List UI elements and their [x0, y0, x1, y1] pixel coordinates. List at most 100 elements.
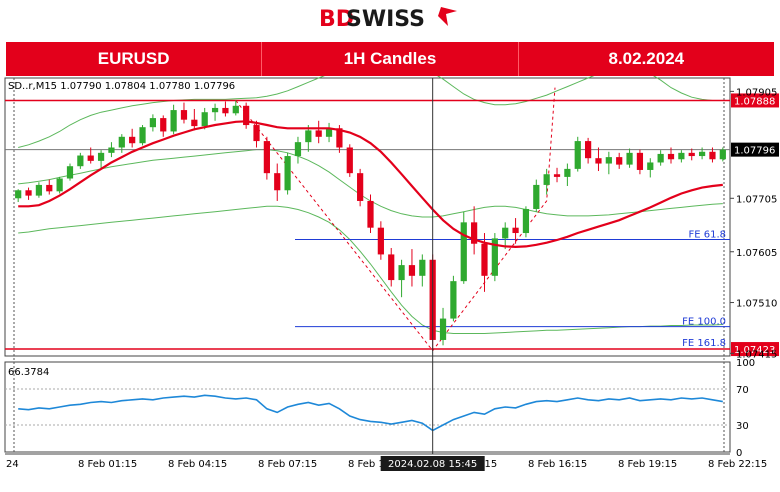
crosshair: 2024.02.08 15:45 [380, 78, 485, 471]
candle [439, 307, 447, 346]
candle-body [56, 178, 63, 192]
price-pane-border [4, 77, 731, 357]
candle-body [512, 227, 519, 234]
candle [180, 102, 188, 124]
candle-body [357, 173, 364, 201]
y-tick-label: 1.07510 [736, 299, 777, 310]
candle [605, 151, 612, 175]
x-tick-label: 8 Feb 07:15 [258, 459, 317, 470]
candle-body [564, 168, 571, 177]
candle-body [388, 254, 395, 281]
x-tick-label: 8 Feb 16:15 [528, 459, 587, 470]
candle [636, 149, 644, 175]
candle-body [46, 184, 53, 192]
candle [108, 142, 115, 158]
candle [377, 221, 384, 260]
candle [678, 150, 685, 163]
candle [129, 128, 136, 148]
fib-level-label: FE 61.8 [688, 229, 726, 240]
candle-body [315, 130, 322, 137]
candle [211, 103, 219, 121]
candle [709, 147, 716, 163]
candle [97, 150, 105, 169]
candle [139, 125, 146, 146]
fib-level-label: FE 100.0 [682, 317, 726, 328]
candle [160, 115, 167, 137]
candle-body [678, 152, 685, 160]
candle-body [201, 112, 208, 127]
candle-body [595, 158, 602, 164]
candle-body [667, 153, 675, 160]
candle [719, 147, 726, 162]
bdswiss-logo: BD SWISS [319, 7, 457, 32]
level-price-tag [731, 93, 779, 108]
candle-body [626, 152, 633, 165]
candle-body [491, 238, 498, 276]
candle-body [408, 265, 416, 276]
candle-body [471, 222, 478, 244]
candle [263, 136, 270, 180]
y-tick-label: 1.07415 [736, 349, 777, 360]
y-tick-label: 1.07905 [736, 87, 777, 98]
horizontal-levels: 1.07888 1.07796 1.07423 [5, 93, 779, 357]
bb-upper-line [18, 76, 723, 148]
rsi-tick-label: 70 [736, 385, 749, 396]
candle [657, 150, 664, 166]
candle [471, 206, 478, 255]
candle [66, 163, 74, 181]
candle-body [139, 127, 146, 144]
fibonacci-expansion: FE 61.8 FE 100.0 FE 161.8 [235, 87, 730, 352]
candle-body [77, 155, 84, 167]
candle [222, 101, 229, 117]
candle [688, 148, 695, 161]
candle-body [346, 147, 353, 174]
candle [367, 194, 374, 234]
candle-body [502, 227, 509, 239]
candle-body [211, 107, 219, 113]
candle [325, 122, 333, 143]
y-tick-label: 1.07605 [736, 248, 777, 259]
candle [419, 254, 426, 287]
candle [626, 148, 633, 168]
candle-body [305, 130, 312, 143]
candle-body [325, 128, 333, 137]
candle [346, 144, 353, 177]
candle [294, 136, 302, 164]
candle-body [336, 128, 343, 148]
candle [77, 152, 84, 169]
candle-body [243, 105, 250, 126]
candle-body [419, 259, 426, 276]
candle [647, 158, 654, 178]
candle [564, 163, 571, 186]
candle-body [377, 227, 384, 255]
candle-body [232, 105, 239, 114]
candle-body [367, 200, 374, 228]
candle-body [129, 136, 136, 144]
candle [191, 109, 198, 131]
rsi-tick-label: 100 [736, 358, 755, 369]
candle-body [616, 157, 623, 165]
candle-body [294, 142, 302, 157]
candle [408, 249, 416, 287]
candle [118, 134, 125, 153]
crosshair-time-tag [380, 456, 485, 471]
info-label: SD..r,M15 1.07790 1.07804 1.07780 1.0779… [8, 81, 235, 92]
ma-line [18, 120, 723, 249]
rsi-indicator: 66.3784 100 70 30 0 [5, 358, 755, 459]
candle-body [719, 149, 726, 160]
candles [15, 100, 726, 351]
header-timeframe: 1H Candles [262, 42, 519, 76]
bb-lower-line [18, 205, 723, 334]
level-price-label: 1.07423 [734, 345, 775, 356]
candle [305, 125, 312, 152]
candle-body [553, 174, 561, 177]
rsi-tick-label: 0 [736, 448, 742, 459]
x-tick-label: 8 Feb 01:15 [78, 459, 137, 470]
candle-body [180, 110, 188, 120]
rsi-line [18, 394, 723, 432]
crosshair-time-label: 2024.02.08 15:45 [388, 459, 477, 470]
logo-text-swiss: SWISS [346, 7, 425, 32]
candle-body [149, 118, 156, 128]
candle [491, 233, 498, 282]
